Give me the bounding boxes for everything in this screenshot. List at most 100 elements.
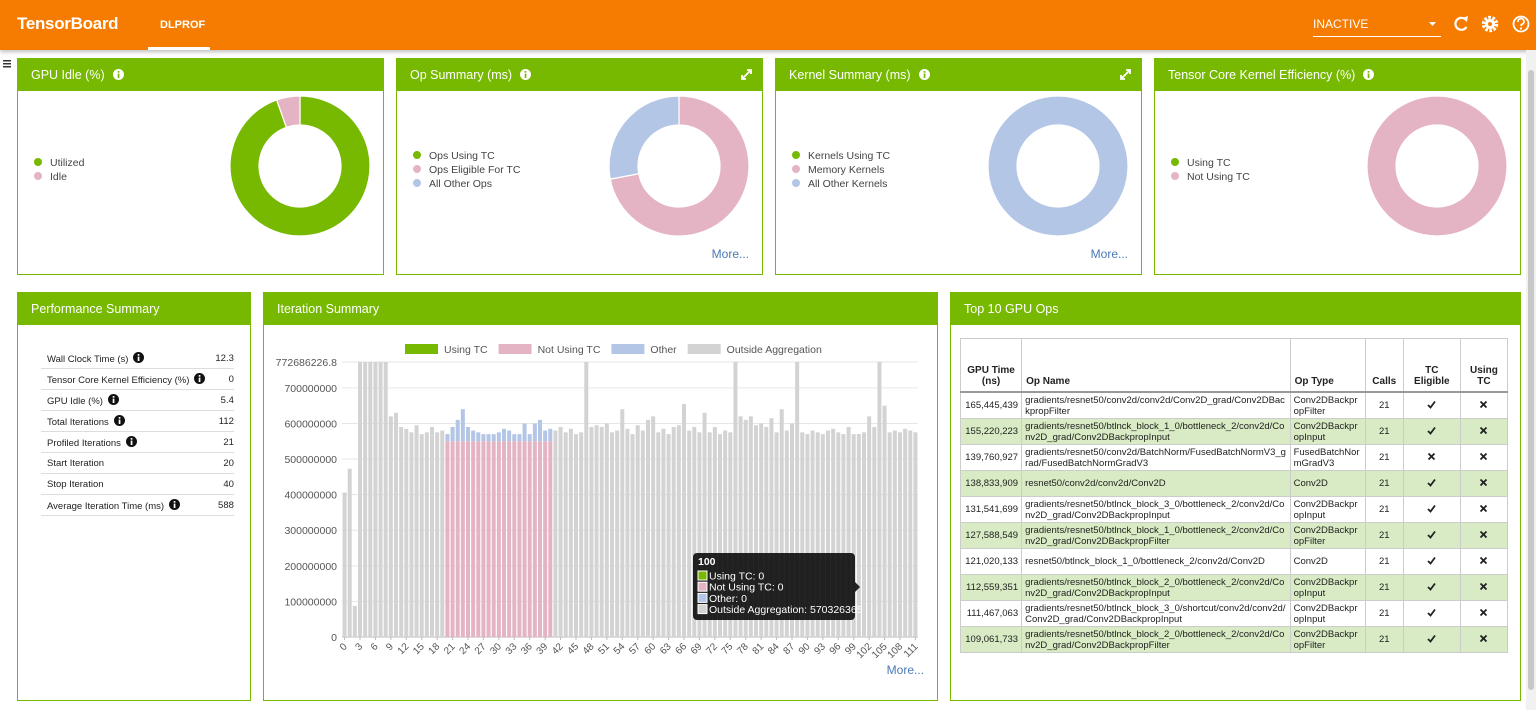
using-tc	[1459, 496, 1509, 523]
info-stem	[173, 503, 176, 508]
table-row: Start Iteration 20	[41, 452, 234, 474]
legend-swatch	[413, 179, 421, 187]
more-link[interactable]: More...	[886, 663, 924, 677]
metric-label: Tensor Core Kernel Efficiency (%)	[41, 368, 210, 390]
legend-swatch	[1171, 158, 1179, 166]
column-header[interactable]: Using TC	[1459, 338, 1509, 393]
cross-mark	[1480, 452, 1488, 460]
expand-icon[interactable]	[1120, 69, 1131, 80]
run-selector[interactable]: INACTIVE	[1313, 17, 1369, 31]
tc-eligible	[1402, 496, 1461, 523]
panel-title: Kernel Summary (ms)	[789, 68, 911, 82]
info-dot	[118, 416, 121, 419]
table-row: 155,220,223 gradients/resnet50/btlnck_blo…	[959, 418, 1509, 445]
check-mark	[1427, 608, 1437, 617]
info-icon	[113, 414, 125, 426]
panel-title: Top 10 GPU Ops	[964, 302, 1059, 316]
op-type: Conv2DBackpropFilter	[1289, 391, 1366, 419]
panel-header: Iteration Summary	[264, 293, 937, 325]
op-type: Conv2DBackpropInput	[1289, 574, 1366, 601]
check-icon	[1427, 426, 1437, 435]
check-icon	[1427, 634, 1437, 643]
op-type: Conv2DBackpropFilter	[1289, 522, 1366, 549]
cross-mark	[1480, 530, 1488, 538]
info-stem	[117, 73, 120, 78]
metric-name: Start Iteration	[47, 457, 105, 469]
panel-title: GPU Idle (%)	[31, 68, 105, 82]
legend-swatch	[792, 151, 800, 159]
using-tc	[1459, 470, 1509, 497]
op-type: Conv2DBackpropFilter	[1289, 626, 1366, 653]
legend-swatch	[792, 165, 800, 173]
table-row: 109,061,733 gradients/resnet50/btlnck_blo…	[959, 626, 1509, 653]
legend: Ops Using TC Ops Eligible For TC All Other…	[413, 149, 520, 191]
gpu-time: 131,541,699	[959, 496, 1023, 523]
more-link[interactable]: More...	[1090, 247, 1128, 261]
check-icon	[1427, 504, 1437, 513]
cross-mark	[1480, 400, 1488, 408]
info-dot	[112, 395, 115, 398]
info-dot	[117, 71, 120, 73]
legend-label: Ops Using TC	[429, 150, 495, 162]
calls: 21	[1364, 444, 1404, 471]
help-icon[interactable]	[1512, 15, 1530, 33]
expand-arrow	[1120, 69, 1131, 80]
column-header[interactable]: TC Eligible	[1402, 338, 1461, 393]
column-header[interactable]: Calls	[1364, 338, 1404, 393]
cross-mark	[1480, 556, 1488, 564]
panel-title: Iteration Summary	[277, 302, 380, 316]
info-dot	[1368, 71, 1370, 73]
refresh-icon[interactable]	[1454, 16, 1468, 31]
check-mark	[1427, 504, 1437, 513]
panel-title: Tensor Core Kernel Efficiency (%)	[1168, 68, 1356, 82]
dropdown-arrow[interactable]	[1429, 22, 1436, 26]
table-row: Stop Iteration 40	[41, 473, 234, 495]
metric-label: Profiled Iterations	[41, 431, 210, 453]
cross-icon	[1480, 504, 1488, 512]
panel: GPU Idle (%) Utilized Idle	[17, 58, 384, 275]
check-icon	[1427, 530, 1437, 539]
legend-swatch	[413, 151, 421, 159]
scrollbar-thumb[interactable]	[1528, 70, 1534, 690]
tc-eligible	[1402, 574, 1461, 601]
expand-icon[interactable]	[741, 69, 752, 80]
metric-value: 588	[209, 494, 234, 516]
info-stem	[524, 73, 527, 78]
legend-swatch	[792, 179, 800, 187]
info-icon	[194, 372, 206, 384]
calls: 21	[1364, 470, 1404, 497]
cross-mark	[1480, 504, 1488, 512]
panel-title: Performance Summary	[31, 302, 160, 316]
header-row: GPU Time (ns) Op Name Op Type Calls TC Eligi…	[959, 338, 1509, 393]
more-link[interactable]: More...	[711, 247, 749, 261]
gpu-time: 112,559,351	[959, 574, 1023, 601]
performance-table: Wall Clock Time (s) 12.3 Tensor Core Kerne…	[41, 348, 234, 516]
info-icon	[169, 498, 181, 510]
tab[interactable]: DLPROF	[160, 19, 206, 31]
cross-icon	[1480, 452, 1488, 460]
legend-label: Memory Kernels	[808, 164, 885, 176]
cross-mark	[1480, 582, 1488, 590]
check-icon	[1427, 608, 1437, 617]
gpu-time: 121,020,133	[959, 548, 1023, 575]
panel-header: Performance Summary	[18, 293, 250, 325]
column-header[interactable]: GPU Time (ns)	[959, 338, 1023, 393]
check-mark	[1427, 634, 1437, 643]
op-type: Conv2DBackpropInput	[1289, 496, 1366, 523]
op-type: Conv2DBackpropInput	[1289, 600, 1366, 627]
menu-icon[interactable]	[3, 59, 13, 69]
metric-value: 12.3	[209, 348, 234, 369]
metric-value: 40	[209, 473, 234, 495]
table-row: Total Iterations 112	[41, 410, 234, 432]
metric-label: Wall Clock Time (s)	[41, 348, 210, 369]
gpu-time: 165,445,439	[959, 391, 1023, 419]
gpu-time: 155,220,223	[959, 418, 1023, 445]
legend-swatch	[1171, 172, 1179, 180]
settings-icon[interactable]	[1481, 15, 1499, 33]
column-header[interactable]: Op Name	[1021, 338, 1291, 393]
panel: Performance Summary Wall Clock Time (s) 12…	[17, 292, 251, 701]
column-header[interactable]: Op Type	[1289, 338, 1366, 393]
calls: 21	[1364, 391, 1404, 419]
legend-label: All Other Ops	[429, 178, 493, 190]
